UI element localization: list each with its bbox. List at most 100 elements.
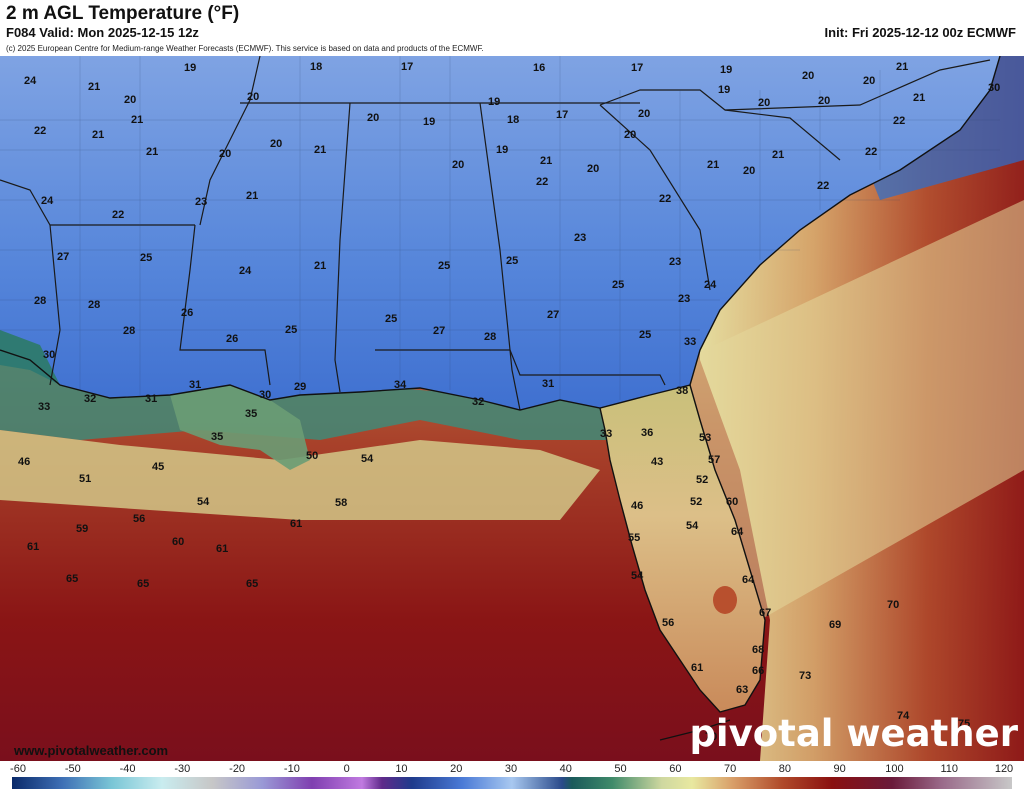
temp-label: 65 [66, 573, 78, 585]
colorbar-tick-label: -50 [64, 763, 81, 775]
temp-label: 19 [718, 84, 730, 96]
map-canvas: 24 21 20 21 22 21 21 19 18 17 16 17 19 1… [0, 56, 1024, 761]
temp-label: 21 [540, 155, 552, 167]
temp-label: 16 [533, 62, 545, 74]
temp-label: 20 [743, 165, 755, 177]
temp-label: 25 [506, 255, 518, 267]
colorbar-tick-label: 80 [778, 763, 791, 775]
colorbar-tick-label: 40 [559, 763, 572, 775]
colorbar-tick-label: 100 [885, 763, 904, 775]
temp-label: 18 [507, 114, 519, 126]
temp-label: 22 [817, 180, 829, 192]
temperature-map: 24 21 20 21 22 21 21 19 18 17 16 17 19 1… [0, 56, 1024, 761]
temp-label: 20 [587, 163, 599, 175]
colorbar-tick-label: 50 [614, 763, 627, 775]
temp-label: 75 [958, 718, 970, 730]
temp-label: 46 [18, 456, 30, 468]
temp-label: 66 [752, 665, 764, 677]
temp-label: 22 [893, 115, 905, 127]
temp-label: 30 [988, 82, 1000, 94]
temp-label: 21 [88, 81, 100, 93]
temp-label: 28 [34, 295, 46, 307]
temp-label: 54 [686, 520, 699, 532]
temp-label: 21 [131, 114, 143, 126]
temp-label: 29 [294, 381, 306, 393]
temp-label: 65 [137, 578, 149, 590]
temp-label: 56 [133, 513, 145, 525]
colorbar-tick-label: -10 [283, 763, 300, 775]
temp-label: 17 [401, 61, 413, 73]
temp-label: 45 [152, 461, 164, 473]
temp-label: 28 [88, 299, 100, 311]
temp-label: 22 [536, 176, 548, 188]
colorbar-tick-label: 60 [669, 763, 682, 775]
temp-label: 34 [394, 379, 407, 391]
temp-label: 54 [361, 453, 374, 465]
land-southeast-us [0, 56, 1000, 410]
temp-label: 20 [758, 97, 770, 109]
temp-label: 55 [628, 532, 640, 544]
temp-label: 20 [367, 112, 379, 124]
temp-label: 20 [247, 91, 259, 103]
temp-label: 50 [306, 450, 318, 462]
temp-label: 54 [631, 570, 644, 582]
temp-label: 24 [41, 195, 54, 207]
temp-label: 70 [887, 599, 899, 611]
temp-label: 63 [736, 684, 748, 696]
temp-label: 64 [742, 574, 755, 586]
temp-label: 46 [631, 500, 643, 512]
temp-label: 69 [829, 619, 841, 631]
brand-logo: pivotal weather [689, 712, 1018, 755]
temp-label: 33 [38, 401, 50, 413]
temp-label: 25 [140, 252, 152, 264]
temp-label: 21 [146, 146, 158, 158]
temp-label: 60 [726, 496, 738, 508]
header: 2 m AGL Temperature (°F) F084 Valid: Mon… [0, 0, 1024, 56]
temp-label: 61 [216, 543, 228, 555]
temp-label: 43 [651, 456, 663, 468]
map-title: 2 m AGL Temperature (°F) [6, 3, 240, 24]
temp-label: 22 [112, 209, 124, 221]
colorbar-tick-label: -30 [174, 763, 191, 775]
temp-label: 23 [195, 196, 207, 208]
temp-label: 38 [676, 385, 688, 397]
temp-label: 23 [669, 256, 681, 268]
brand-text-right: al weather [795, 712, 1018, 755]
temp-label: 61 [27, 541, 39, 553]
florida-peninsula [600, 385, 765, 712]
temp-label: 25 [385, 313, 397, 325]
temp-label: 17 [631, 62, 643, 74]
temp-label: 20 [802, 70, 814, 82]
temp-label: 19 [488, 96, 500, 108]
temp-label: 31 [145, 393, 157, 405]
temp-label: 35 [245, 408, 257, 420]
temp-label: 22 [34, 125, 46, 137]
temp-label: 28 [123, 325, 135, 337]
temp-label: 52 [696, 474, 708, 486]
colorbar-tick-label: 20 [450, 763, 463, 775]
lake-okeechobee [713, 586, 737, 614]
temp-label: 67 [759, 607, 771, 619]
temp-label: 21 [707, 159, 719, 171]
init-time: Init: Fri 2025-12-12 00z ECMWF [824, 25, 1016, 40]
valid-time: F084 Valid: Mon 2025-12-15 12z [6, 25, 199, 40]
temp-label: 17 [556, 109, 568, 121]
temp-label: 31 [189, 379, 201, 391]
temp-label: 20 [452, 159, 464, 171]
temp-label: 19 [720, 64, 732, 76]
temp-label: 36 [641, 427, 653, 439]
temp-label: 20 [219, 148, 231, 160]
site-url[interactable]: www.pivotalweather.com [14, 743, 169, 758]
temp-label: 65 [246, 578, 258, 590]
colorbar-tick-label: 30 [504, 763, 518, 775]
temp-label: 59 [76, 523, 88, 535]
temp-label: 21 [92, 129, 104, 141]
temp-label: 21 [896, 61, 908, 73]
colorbar-tick-label: 120 [994, 763, 1014, 775]
brand-text-left: pivot [689, 712, 796, 755]
temp-label: 73 [799, 670, 811, 682]
temp-label: 23 [574, 232, 586, 244]
temp-label: 18 [310, 61, 322, 73]
colorbar-tick-label: 0 [343, 763, 350, 775]
state-borders [0, 56, 991, 411]
